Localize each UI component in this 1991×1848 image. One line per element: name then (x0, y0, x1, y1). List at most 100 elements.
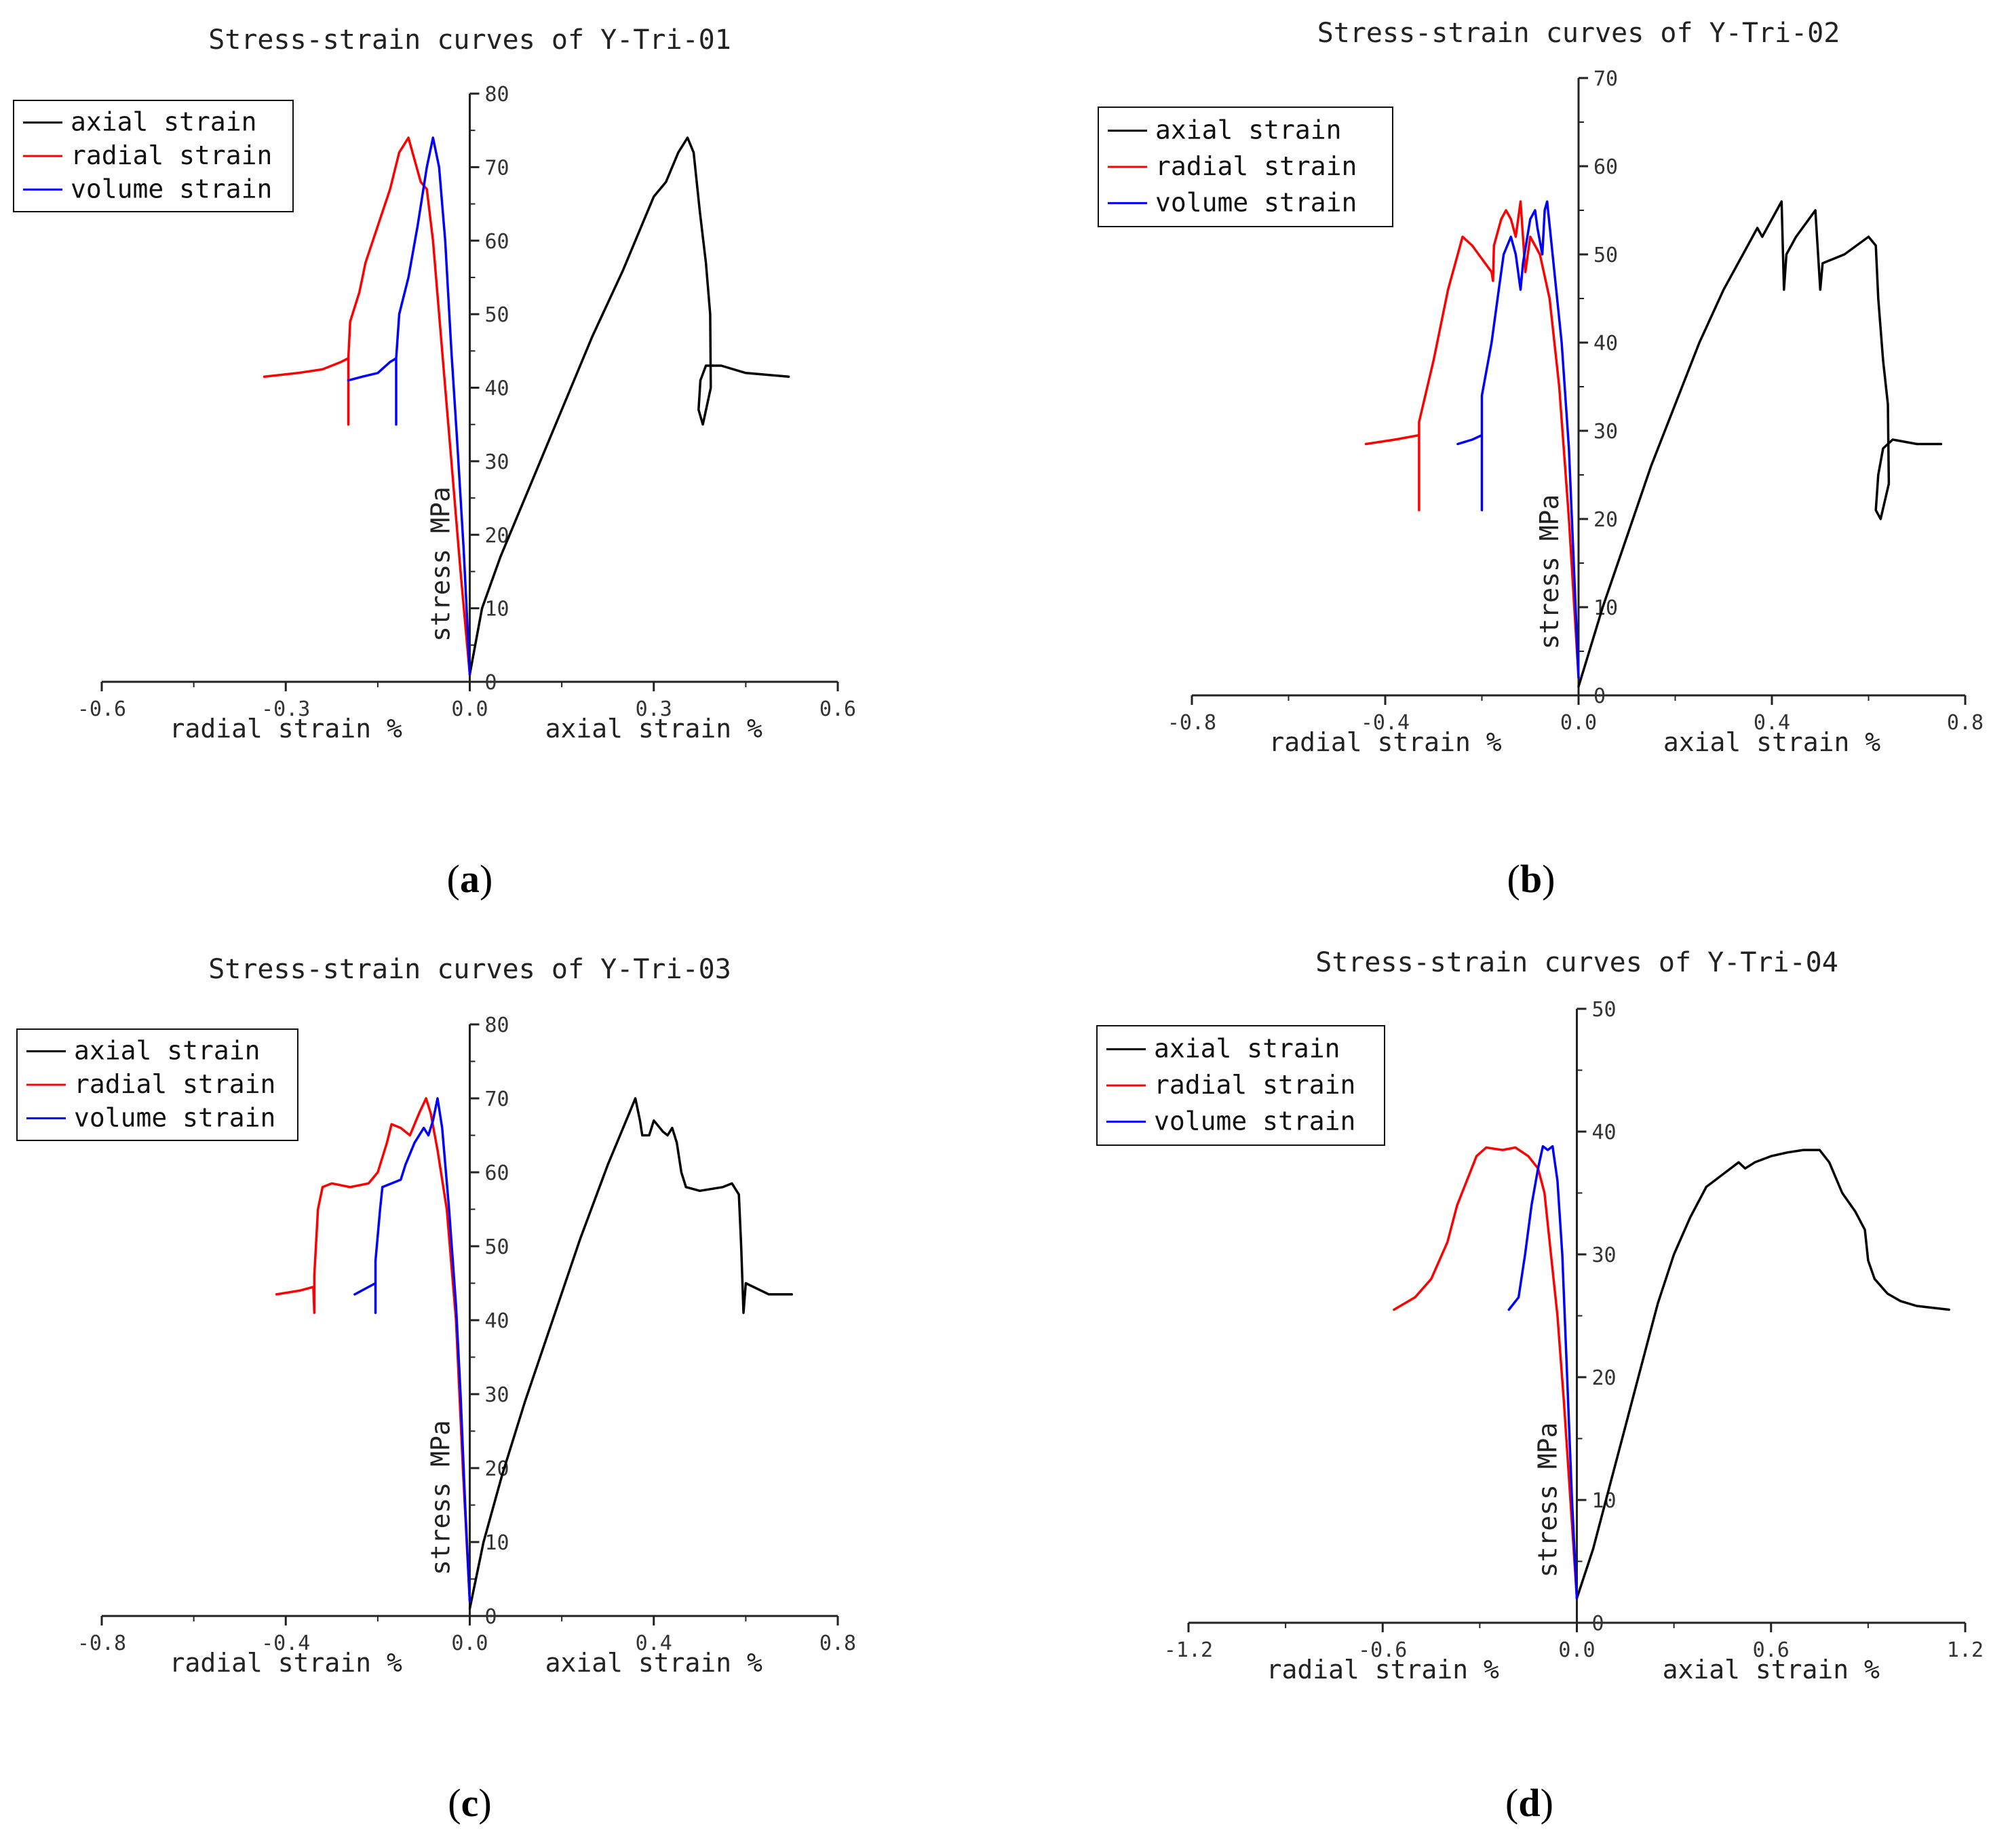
legend-label: radial strain (74, 1069, 275, 1099)
panel-caption: (c) (448, 1781, 491, 1825)
y-axis-title: stress MPa (1534, 495, 1564, 650)
chart-panel-b: Stress-strain curves of Y-Tri-02 -0.8 -0.4… (995, 0, 1990, 924)
x-axis-title-right: axial strain % (545, 1648, 762, 1678)
x-tick-label: 0.3 (636, 697, 672, 721)
series-line-volume-strain (1456, 200, 1580, 679)
x-axis-title-left: radial strain % (1269, 727, 1501, 757)
y-tick-label: 60 (1593, 155, 1618, 179)
series-line-axial-strain (468, 136, 790, 676)
series-line-axial-strain (1575, 1149, 1950, 1600)
legend-label: radial strain (71, 140, 272, 170)
legend-label: volume strain (71, 174, 272, 204)
y-tick-label: 30 (485, 1383, 509, 1407)
panel-caption-letter: b (1520, 857, 1542, 901)
series-line-radial-strain (263, 136, 471, 676)
y-tick-label: 70 (1593, 67, 1618, 91)
legend-label: axial strain (74, 1036, 260, 1066)
x-tick-label: -0.6 (1358, 1638, 1407, 1662)
x-tick-label: 1.2 (1947, 1638, 1984, 1662)
chart-title: Stress-strain curves of Y-Tri-02 (1317, 18, 1840, 49)
panel-caption: (d) (1505, 1781, 1553, 1825)
x-tick-label: -1.2 (1164, 1638, 1213, 1662)
y-tick-label: 30 (1592, 1244, 1617, 1267)
y-tick-label: 0 (1593, 685, 1606, 708)
legend-label: axial strain (71, 107, 257, 137)
x-tick-label: 0.0 (1560, 711, 1597, 735)
x-tick-label: -0.4 (261, 1632, 310, 1655)
chart-svg: Stress-strain curves of Y-Tri-02 -0.8 -0.4… (1098, 18, 1984, 901)
panel-caption: (a) (447, 857, 493, 901)
y-tick-label: 60 (485, 230, 509, 254)
x-axis-title-left: radial strain % (170, 714, 402, 744)
y-tick-label: 10 (485, 1531, 509, 1555)
y-tick-label: 30 (485, 450, 509, 474)
legend: axial strain radial strain volume strain (1098, 107, 1393, 227)
x-axis-title-right: axial strain % (545, 714, 762, 744)
chart-svg: Stress-strain curves of Y-Tri-03 -0.8 -0.4… (16, 954, 856, 1825)
y-tick-label: 10 (485, 598, 509, 621)
legend-label: radial strain (1154, 1070, 1355, 1100)
y-axis-title: stress MPa (426, 486, 456, 642)
chart-svg: Stress-strain curves of Y-Tri-01 -0.6 -0.3… (13, 24, 856, 901)
legend-box (1098, 107, 1393, 227)
x-tick-label: -0.8 (1167, 711, 1216, 735)
chart-svg: Stress-strain curves of Y-Tri-04 -1.2 -0.6… (1096, 947, 1984, 1825)
y-tick-label: 80 (485, 1014, 509, 1037)
series-line-radial-strain (275, 1097, 471, 1602)
legend-label: axial strain (1154, 1034, 1340, 1064)
series-line-radial-strain (1364, 200, 1580, 679)
panel-caption-letter: a (460, 857, 480, 901)
y-tick-label: 60 (485, 1161, 509, 1185)
x-tick-label: 0.0 (1558, 1638, 1595, 1662)
series-line-volume-strain (353, 1097, 471, 1602)
x-tick-label: 0.0 (451, 697, 488, 721)
legend: axial strain radial strain volume strain (1096, 1025, 1385, 1146)
legend-label: axial strain (1155, 115, 1342, 145)
legend-label: volume strain (1155, 187, 1357, 217)
y-tick-label: 70 (485, 156, 509, 180)
x-tick-label: 0.6 (819, 697, 856, 721)
y-tick-label: 80 (485, 83, 509, 107)
panel-caption-letter: c (461, 1781, 479, 1825)
chart-panel-c: Stress-strain curves of Y-Tri-03 -0.8 -0.4… (0, 924, 995, 1848)
x-tick-label: -0.8 (77, 1632, 126, 1655)
x-tick-label: 0.6 (1753, 1638, 1790, 1662)
chart-panel-d: Stress-strain curves of Y-Tri-04 -1.2 -0.6… (995, 924, 1990, 1848)
y-tick-label: 70 (485, 1087, 509, 1111)
y-tick-label: 40 (1592, 1121, 1617, 1144)
x-tick-label: 0.4 (1754, 711, 1790, 735)
y-axis-title: stress MPa (1533, 1423, 1563, 1578)
y-tick-label: 20 (1592, 1366, 1617, 1390)
y-tick-label: 50 (1592, 998, 1617, 1022)
x-axis-title-right: axial strain % (1663, 727, 1880, 757)
legend-label: volume strain (74, 1102, 275, 1132)
chart-title: Stress-strain curves of Y-Tri-04 (1315, 947, 1838, 978)
y-tick-label: 0 (1592, 1612, 1604, 1636)
chart-title: Stress-strain curves of Y-Tri-03 (208, 954, 731, 985)
y-tick-label: 50 (485, 1235, 509, 1259)
legend-label: volume strain (1154, 1106, 1355, 1136)
y-tick-label: 40 (1593, 332, 1618, 355)
chart-title: Stress-strain curves of Y-Tri-01 (208, 24, 731, 56)
y-tick-label: 50 (485, 303, 509, 327)
series-line-axial-strain (1577, 200, 1943, 688)
x-tick-label: 0.4 (636, 1632, 672, 1655)
y-tick-label: 20 (1593, 508, 1618, 532)
y-tick-label: 50 (1593, 244, 1618, 267)
x-axis-title-left: radial strain % (1267, 1655, 1499, 1685)
y-tick-label: 0 (485, 671, 497, 695)
x-tick-label: -0.3 (261, 697, 310, 721)
legend-label: radial strain (1155, 151, 1357, 181)
x-axis-title-left: radial strain % (170, 1648, 402, 1678)
x-tick-label: 0.8 (819, 1632, 856, 1655)
series-line-volume-strain (1507, 1144, 1579, 1600)
y-tick-label: 0 (485, 1605, 497, 1629)
x-tick-label: -0.4 (1361, 711, 1410, 735)
y-tick-label: 40 (485, 377, 509, 401)
panel-caption-letter: d (1518, 1781, 1540, 1825)
chart-panel-a: Stress-strain curves of Y-Tri-01 -0.6 -0.3… (0, 0, 995, 924)
series-line-axial-strain (468, 1097, 793, 1610)
